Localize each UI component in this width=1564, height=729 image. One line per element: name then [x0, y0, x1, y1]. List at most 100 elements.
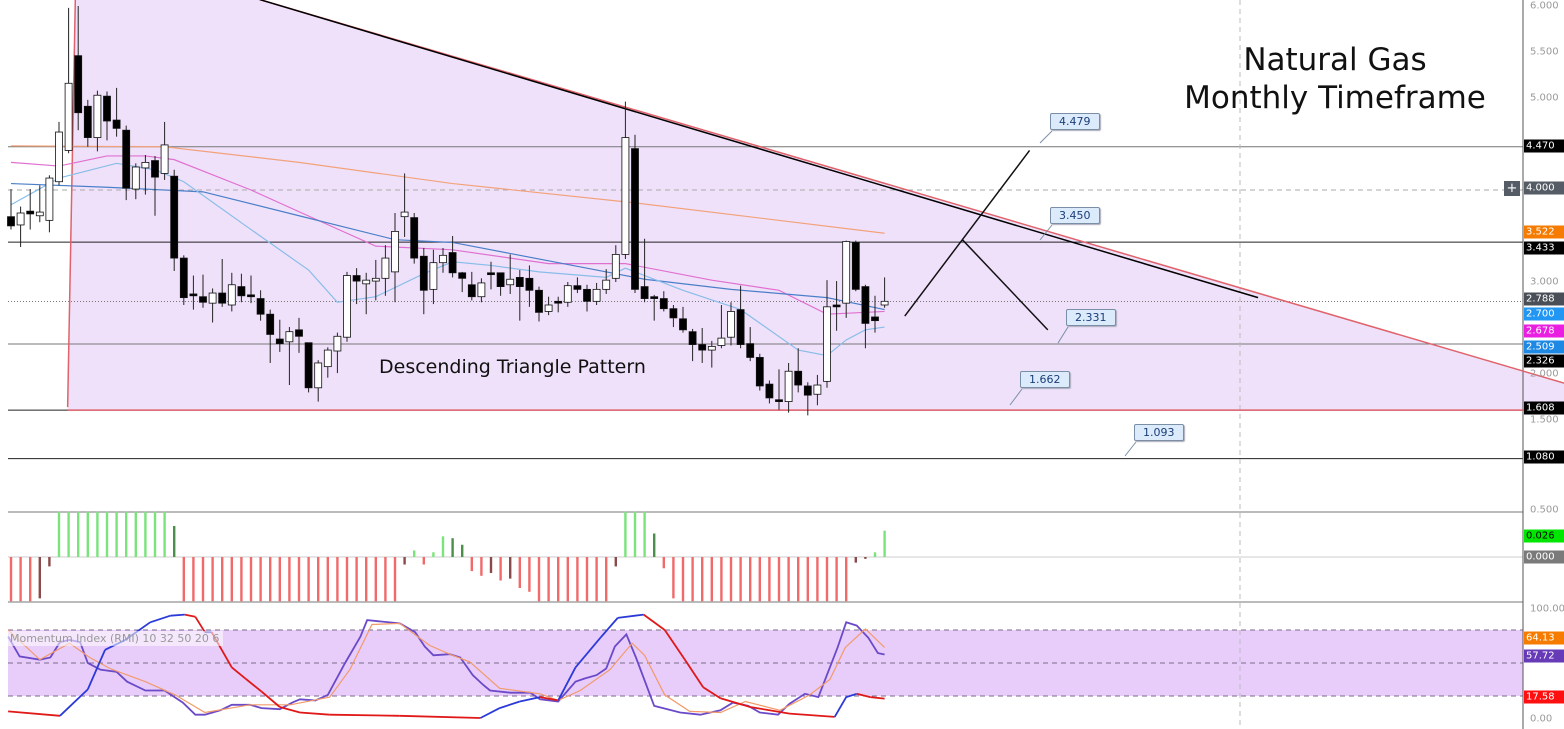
candle: [333, 335, 342, 352]
histogram-value-tag: 0.026: [1524, 529, 1564, 543]
pattern-label: Descending Triangle Pattern: [379, 356, 646, 378]
candle: [7, 216, 15, 227]
candle: [237, 286, 246, 297]
callout-label[interactable]: 1.662: [1020, 371, 1070, 388]
callout-pointer: [1009, 388, 1023, 406]
rmi-trend-segment: [8, 710, 61, 717]
projection-line: [961, 239, 1049, 331]
histogram-bar: [825, 557, 829, 602]
rmi-trend-segment: [231, 666, 246, 680]
resistance-trendline: [259, 0, 1259, 299]
histogram-bar: [845, 557, 848, 602]
candle: [832, 304, 841, 308]
candle: [784, 370, 793, 402]
candle: [880, 300, 889, 306]
histogram-bar: [518, 557, 521, 589]
rmi-trend-segment: [750, 706, 790, 715]
histogram-bar: [77, 511, 80, 557]
callout-label[interactable]: 2.331: [1066, 309, 1116, 326]
callout-label[interactable]: 1.093: [1134, 424, 1184, 441]
rmi-trend-segment: [789, 712, 835, 718]
callout-label[interactable]: 3.450: [1050, 207, 1100, 224]
candle: [496, 272, 505, 287]
price-tag: 4.000: [1524, 181, 1564, 195]
candle: [103, 95, 111, 122]
candle: [602, 279, 611, 290]
rmi-trend-segment: [833, 696, 847, 718]
histogram-bar: [624, 511, 627, 557]
callout-label[interactable]: 4.479: [1050, 113, 1100, 130]
candle: [295, 329, 303, 337]
candle: [352, 275, 361, 282]
histogram-bar: [873, 552, 877, 557]
callout-pointer: [1124, 441, 1137, 457]
candle: [218, 292, 227, 304]
candle: [583, 288, 591, 302]
rmi-tick-label: 100.00: [1530, 603, 1564, 615]
price-tag: 2.700: [1524, 307, 1564, 321]
triangle-fill: [67, 0, 1564, 411]
histogram-bar: [240, 557, 243, 602]
rmi-value-tag: 64.13: [1524, 631, 1564, 645]
histogram-bar: [259, 557, 262, 602]
histogram-bar: [115, 511, 118, 557]
histogram-bar: [585, 557, 589, 602]
candle: [26, 210, 35, 215]
price-tick-label: 5.500: [1530, 46, 1559, 58]
histogram-bar: [461, 544, 464, 557]
triangle-upper-trendline: [259, 0, 1564, 384]
candle: [573, 285, 582, 290]
histogram-bar: [749, 557, 752, 602]
rmi-trend-segment: [684, 659, 704, 688]
price-tag: 1.608: [1524, 401, 1564, 415]
candle: [525, 277, 534, 291]
candle: [688, 331, 697, 345]
price-tag: 3.522: [1524, 225, 1564, 239]
moving-average-line: [10, 145, 885, 234]
histogram-bar: [806, 557, 809, 602]
histogram-bar: [643, 511, 646, 557]
histogram-bar: [787, 557, 790, 602]
histogram-bar: [432, 552, 435, 557]
histogram-bar: [403, 557, 406, 565]
candle: [736, 309, 745, 345]
candle: [343, 275, 351, 338]
histogram-bar: [86, 511, 89, 557]
candle: [717, 337, 726, 346]
price-tick-label: 5.000: [1530, 92, 1559, 104]
candle: [83, 105, 92, 138]
candle: [314, 362, 323, 389]
price-tick-label: 3.000: [1530, 276, 1559, 288]
add-alert-plus-button[interactable]: +: [1504, 181, 1520, 196]
candle: [16, 212, 25, 226]
histogram-bar: [576, 557, 579, 602]
histogram-bar: [480, 557, 483, 576]
histogram-bar: [384, 557, 387, 602]
candle: [74, 55, 83, 114]
callout-pointer: [1039, 224, 1053, 241]
histogram-bar: [797, 557, 800, 602]
histogram-bar: [355, 557, 358, 602]
candle: [535, 289, 543, 313]
candle: [45, 177, 54, 221]
candle: [823, 306, 831, 382]
candle: [381, 257, 390, 279]
rmi-trend-segment: [539, 696, 559, 702]
rmi-trend-segment: [244, 677, 263, 693]
rmi-legend[interactable]: Momentum Index (RMI) 10 32 50 20 6: [6, 631, 224, 646]
rmi-trend-segment: [184, 613, 196, 618]
rmi-trend-segment: [702, 686, 721, 699]
candle: [362, 279, 371, 285]
rmi-trend-segment: [59, 688, 89, 717]
candle: [592, 288, 601, 302]
candle: [679, 318, 687, 331]
rmi-trend-segment: [480, 707, 501, 719]
candle: [448, 252, 457, 274]
candle: [727, 311, 735, 338]
candle: [775, 399, 783, 403]
histogram-bar: [499, 557, 502, 581]
candle: [458, 272, 467, 279]
rmi-trend-segment: [720, 697, 751, 708]
rmi-trend-segment: [399, 714, 481, 719]
